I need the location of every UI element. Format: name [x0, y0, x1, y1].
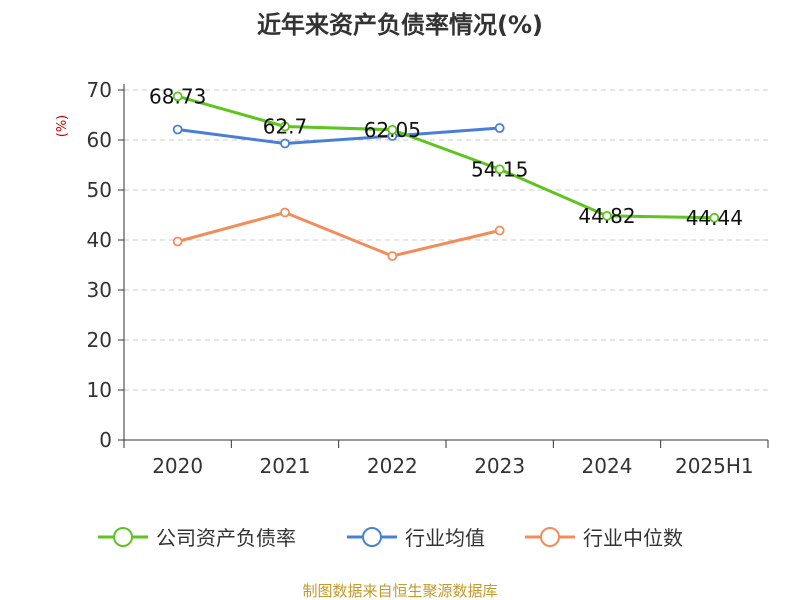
- data-point: [602, 210, 612, 221]
- data-label: 62.7: [263, 115, 308, 139]
- series-line: [177, 211, 501, 258]
- legend-item-0: 公司资产负债率: [98, 526, 296, 550]
- data-point: [494, 225, 505, 236]
- x-tick-label: 2025H1: [675, 454, 754, 478]
- series-layer: 68.73 62.7 62.05 54.15 44.82 44.44: [149, 84, 743, 261]
- legend-label: 公司资产负债率: [156, 526, 296, 550]
- legend-marker: [540, 527, 560, 547]
- series-0: 68.73 62.7 62.05 54.15 44.82 44.44: [149, 84, 743, 229]
- y-tick-label: 10: [87, 378, 112, 402]
- y-axis-label: (%): [55, 115, 70, 138]
- x-tick-label: 2024: [582, 454, 633, 478]
- data-point: [172, 236, 183, 247]
- source-note: 制图数据来自恒生聚源数据库: [302, 582, 497, 600]
- data-point: [709, 212, 720, 223]
- y-tick-label: 0: [99, 428, 112, 452]
- y-tick-label: 70: [87, 78, 112, 102]
- data-point: [494, 123, 505, 133]
- series-line: [177, 94, 715, 220]
- series-line: [177, 126, 500, 145]
- data-point: [280, 121, 290, 132]
- series-2: [172, 207, 505, 261]
- legend-marker: [362, 527, 382, 547]
- data-point: [172, 91, 183, 102]
- data-label: 44.44: [686, 206, 743, 230]
- data-label: 62.05: [364, 118, 421, 142]
- y-tick-label: 30: [87, 278, 112, 302]
- y-tick-label: 40: [87, 228, 112, 252]
- y-tick-label: 20: [87, 328, 112, 352]
- x-tick-label: 2022: [367, 454, 418, 478]
- legend-item-2: 行业中位数: [525, 526, 683, 550]
- x-tick-label: 2023: [474, 454, 525, 478]
- x-tick-label: 2021: [260, 454, 311, 478]
- data-point: [387, 251, 398, 261]
- data-point: [280, 207, 290, 218]
- x-tick-label: 2020: [152, 454, 203, 478]
- data-point: [387, 124, 398, 135]
- y-tick-label: 60: [87, 128, 112, 152]
- data-point: [280, 138, 290, 149]
- legend-item-1: 行业均值: [347, 526, 485, 550]
- chart-title: 近年来资产负债率情况(%): [257, 11, 543, 39]
- legend-label: 行业中位数: [583, 526, 683, 550]
- data-label: 44.82: [578, 204, 635, 228]
- data-label: 54.15: [471, 157, 528, 181]
- legend: 公司资产负债率 行业均值 行业中位数: [98, 526, 683, 550]
- y-tick-label: 50: [87, 178, 112, 202]
- data-point: [494, 164, 505, 175]
- data-point: [172, 124, 183, 135]
- legend-marker: [113, 527, 133, 547]
- axes: 0 10 20 30 40 50 60 70 2020 2021 2022 2023 2024 2025H…: [87, 78, 769, 478]
- data-label: 68.73: [149, 84, 206, 108]
- legend-label: 行业均值: [405, 526, 485, 550]
